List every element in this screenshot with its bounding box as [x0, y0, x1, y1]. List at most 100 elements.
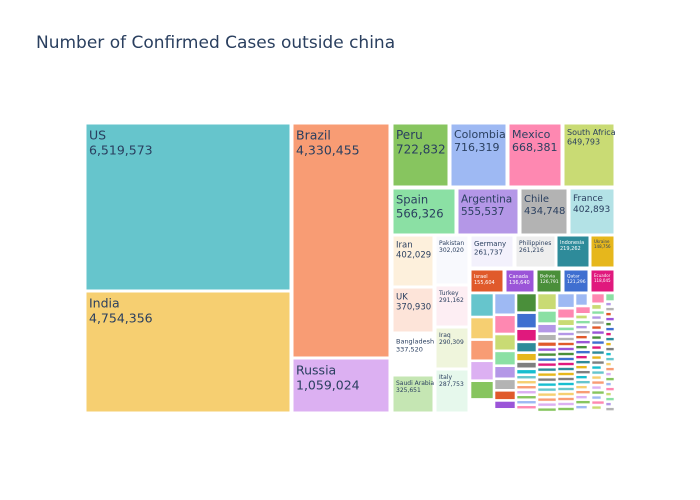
treemap-minor-tile[interactable] — [537, 347, 557, 352]
treemap-minor-tile[interactable] — [591, 345, 602, 350]
treemap-minor-tile[interactable] — [537, 362, 557, 367]
treemap-minor-tile[interactable] — [557, 387, 575, 391]
treemap-minor-tile[interactable] — [516, 353, 537, 361]
treemap-minor-tile[interactable] — [557, 308, 575, 319]
treemap-minor-tile[interactable] — [605, 372, 612, 376]
treemap-minor-tile[interactable] — [470, 317, 494, 339]
treemap-minor-tile[interactable] — [537, 402, 557, 407]
treemap-minor-tile[interactable] — [591, 304, 602, 310]
treemap-minor-tile[interactable] — [605, 327, 615, 331]
treemap-minor-tile[interactable] — [537, 311, 557, 323]
treemap-minor-tile[interactable] — [605, 407, 615, 411]
treemap-minor-tile[interactable] — [605, 322, 612, 326]
treemap-minor-tile[interactable] — [516, 390, 537, 395]
treemap-minor-tile[interactable] — [591, 315, 602, 320]
treemap-minor-tile[interactable] — [605, 347, 615, 351]
treemap-minor-tile[interactable] — [516, 293, 537, 312]
treemap-minor-tile[interactable] — [537, 407, 557, 412]
treemap-minor-tile[interactable] — [537, 352, 557, 357]
treemap-minor-tile[interactable] — [575, 370, 591, 374]
treemap-minor-tile[interactable] — [516, 313, 537, 328]
treemap-minor-tile[interactable] — [516, 362, 537, 369]
treemap-minor-tile[interactable] — [494, 401, 516, 409]
treemap-minor-tile[interactable] — [516, 380, 537, 385]
treemap-minor-tile[interactable] — [516, 400, 537, 405]
treemap-minor-tile[interactable] — [591, 293, 605, 304]
treemap-minor-tile[interactable] — [605, 352, 612, 356]
treemap-minor-tile[interactable] — [575, 335, 588, 339]
treemap-minor-tile[interactable] — [557, 367, 575, 371]
treemap-minor-tile[interactable] — [591, 390, 605, 395]
treemap-minor-tile[interactable] — [575, 385, 588, 389]
treemap-minor-tile[interactable] — [537, 367, 557, 372]
treemap-minor-tile[interactable] — [591, 375, 602, 380]
treemap-minor-tile[interactable] — [557, 397, 575, 401]
treemap-minor-tile[interactable] — [557, 337, 575, 341]
treemap-minor-tile[interactable] — [494, 390, 516, 400]
treemap-minor-tile[interactable] — [557, 407, 575, 411]
treemap-minor-tile[interactable] — [557, 362, 575, 366]
treemap-minor-tile[interactable] — [575, 380, 591, 384]
treemap-minor-tile[interactable] — [537, 377, 557, 382]
treemap-minor-tile[interactable] — [537, 293, 557, 310]
treemap-minor-tile[interactable] — [557, 392, 575, 396]
treemap-minor-tile[interactable] — [557, 377, 575, 381]
treemap-tile-us[interactable]: US6,519,573 — [85, 123, 291, 291]
treemap-minor-tile[interactable] — [537, 397, 557, 402]
treemap-minor-tile[interactable] — [591, 355, 602, 360]
treemap-minor-tile[interactable] — [470, 361, 494, 381]
treemap-minor-tile[interactable] — [537, 334, 557, 341]
treemap-minor-tile[interactable] — [591, 405, 602, 410]
treemap-minor-tile[interactable] — [557, 332, 575, 336]
treemap-minor-tile[interactable] — [537, 392, 557, 397]
treemap-minor-tile[interactable] — [516, 405, 537, 410]
treemap-minor-tile[interactable] — [575, 340, 591, 344]
treemap-minor-tile[interactable] — [591, 400, 605, 405]
treemap-minor-tile[interactable] — [575, 330, 591, 334]
treemap-minor-tile[interactable] — [494, 334, 516, 351]
treemap-minor-tile[interactable] — [537, 387, 557, 392]
treemap-minor-tile[interactable] — [591, 370, 605, 375]
treemap-minor-tile[interactable] — [557, 347, 575, 351]
treemap-minor-tile[interactable] — [575, 315, 588, 319]
treemap-minor-tile[interactable] — [557, 319, 575, 326]
treemap-minor-tile[interactable] — [605, 302, 612, 306]
treemap-minor-tile[interactable] — [557, 342, 575, 346]
treemap-minor-tile[interactable] — [494, 293, 516, 315]
treemap-minor-tile[interactable] — [591, 395, 602, 400]
treemap-minor-tile[interactable] — [470, 293, 494, 317]
treemap-minor-tile[interactable] — [575, 395, 588, 399]
treemap-minor-tile[interactable] — [516, 342, 537, 352]
treemap-minor-tile[interactable] — [591, 380, 605, 385]
treemap-minor-tile[interactable] — [591, 310, 605, 315]
treemap-minor-tile[interactable] — [575, 390, 591, 394]
treemap-minor-tile[interactable] — [494, 379, 516, 390]
treemap-minor-tile[interactable] — [557, 402, 575, 406]
treemap-minor-tile[interactable] — [605, 317, 615, 321]
treemap-minor-tile[interactable] — [591, 385, 602, 390]
treemap-minor-tile[interactable] — [494, 315, 516, 334]
treemap-minor-tile[interactable] — [591, 335, 602, 340]
treemap-minor-tile[interactable] — [494, 366, 516, 379]
treemap-minor-tile[interactable] — [575, 320, 591, 324]
treemap-minor-tile[interactable] — [575, 293, 588, 306]
treemap-minor-tile[interactable] — [494, 351, 516, 366]
